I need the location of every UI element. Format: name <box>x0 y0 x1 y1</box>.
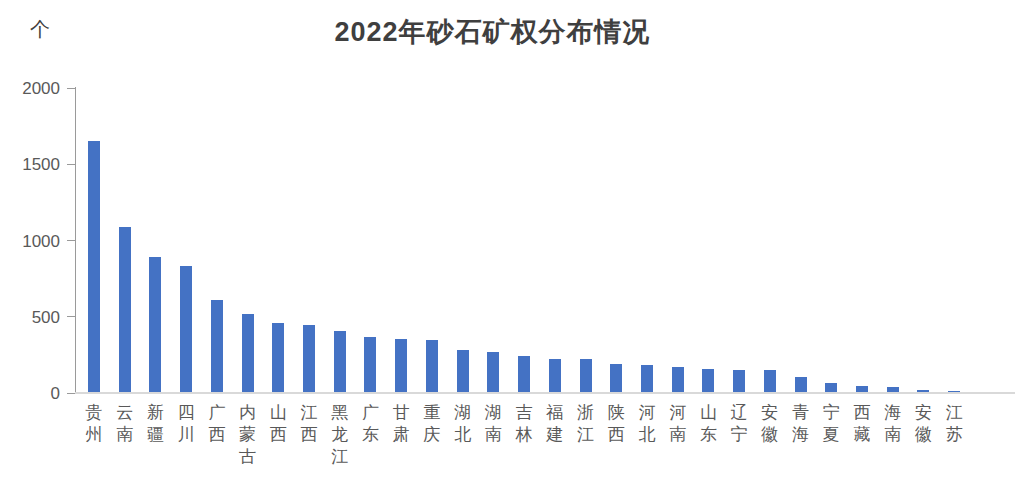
x-label-河南: 河南 <box>668 402 688 446</box>
bar-四川 <box>180 266 192 393</box>
bar-chart: 个 2022年砂石矿权分布情况 0500100015002000 贵州云南新疆四… <box>0 0 1025 487</box>
x-label-吉林: 吉林 <box>514 402 534 446</box>
x-label-湖北: 湖北 <box>453 402 473 446</box>
bar-青海 <box>795 377 807 393</box>
y-tick-label: 1500 <box>8 155 60 175</box>
x-label-江西: 江西 <box>299 402 319 446</box>
bar-湖北 <box>457 350 469 393</box>
bar-安徽 <box>764 370 776 393</box>
x-label-宁夏: 宁夏 <box>821 402 841 446</box>
bar-广西 <box>211 300 223 393</box>
bar-陕西 <box>610 364 622 393</box>
y-tick-mark <box>67 316 75 317</box>
bar-河南 <box>672 367 684 393</box>
x-label-湖南: 湖南 <box>483 402 503 446</box>
x-label-辽宁: 辽宁 <box>729 402 749 446</box>
bar-辽宁 <box>733 370 745 393</box>
x-label-山西: 山西 <box>268 402 288 446</box>
x-label-河北: 河北 <box>637 402 657 446</box>
bar-重庆 <box>426 340 438 393</box>
x-label-青海: 青海 <box>791 402 811 446</box>
x-label-新疆: 新疆 <box>145 402 165 446</box>
y-tick-label: 1000 <box>8 232 60 252</box>
x-axis-line <box>75 392 1015 394</box>
bar-吉林 <box>518 356 530 393</box>
x-label-江苏: 江苏 <box>944 402 964 446</box>
y-tick-mark <box>67 164 75 165</box>
bar-湖南 <box>487 352 499 393</box>
x-label-四川: 四川 <box>176 402 196 446</box>
bar-河北 <box>641 365 653 393</box>
x-label-广东: 广东 <box>360 402 380 446</box>
x-label-甘肃: 甘肃 <box>391 402 411 446</box>
bar-黑龙江 <box>334 331 346 393</box>
x-label-西藏: 西藏 <box>852 402 872 446</box>
y-tick-label: 0 <box>8 384 60 404</box>
bar-浙江 <box>580 359 592 393</box>
bar-新疆 <box>149 257 161 393</box>
x-label-黑龙江: 黑龙江 <box>330 402 350 468</box>
chart-title: 2022年砂石矿权分布情况 <box>0 14 985 50</box>
x-label-陕西: 陕西 <box>606 402 626 446</box>
x-label-重庆: 重庆 <box>422 402 442 446</box>
bar-甘肃 <box>395 339 407 393</box>
bar-江西 <box>303 325 315 393</box>
x-label-云南: 云南 <box>115 402 135 446</box>
x-label-福建: 福建 <box>545 402 565 446</box>
x-label-安徽: 安徽 <box>913 402 933 446</box>
y-tick-label: 2000 <box>8 79 60 99</box>
x-label-内蒙古: 内蒙古 <box>238 402 258 468</box>
bar-山东 <box>702 369 714 393</box>
x-label-广西: 广西 <box>207 402 227 446</box>
x-label-浙江: 浙江 <box>576 402 596 446</box>
bar-内蒙古 <box>242 314 254 393</box>
x-label-贵州: 贵州 <box>84 402 104 446</box>
x-label-安徽: 安徽 <box>760 402 780 446</box>
bar-广东 <box>364 337 376 393</box>
y-tick-label: 500 <box>8 308 60 328</box>
bar-云南 <box>119 227 131 393</box>
x-label-海南: 海南 <box>883 402 903 446</box>
y-tick-mark <box>67 240 75 241</box>
y-tick-mark <box>67 393 75 394</box>
y-tick-mark <box>67 88 75 89</box>
bar-山西 <box>272 323 284 393</box>
bar-福建 <box>549 359 561 393</box>
y-axis-line <box>75 87 76 393</box>
x-label-山东: 山东 <box>698 402 718 446</box>
bar-贵州 <box>88 141 100 393</box>
